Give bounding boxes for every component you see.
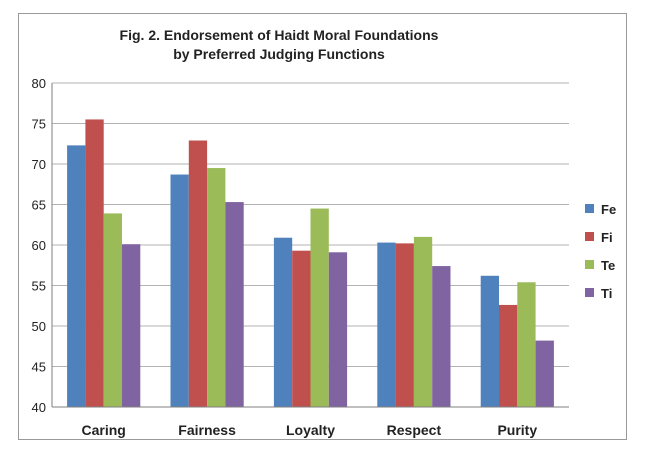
x-category-label: Caring	[82, 422, 126, 438]
legend-swatch-ti	[585, 288, 594, 297]
legend-swatch-te	[585, 260, 594, 269]
y-tick-label: 75	[32, 117, 46, 132]
x-axis-category-labels: Caring Fairness Loyalty Respect Purity	[82, 422, 538, 438]
x-category-label: Respect	[387, 422, 442, 438]
legend-label-fi: Fi	[601, 230, 613, 245]
bar-loyalty-fi	[292, 250, 311, 407]
legend-swatch-fi	[585, 232, 594, 241]
x-category-label: Purity	[497, 422, 537, 438]
bar-fairness-te	[207, 168, 226, 407]
chart-frame: Fig. 2. Endorsement of Haidt Moral Found…	[18, 13, 627, 440]
bar-loyalty-fe	[273, 237, 293, 407]
bar-caring-fi	[85, 119, 104, 407]
y-axis-tick-labels: 40 45 50 55 60 65 70 75 80	[32, 76, 46, 415]
y-tick-label: 65	[32, 198, 46, 213]
y-tick-label: 80	[32, 76, 46, 91]
bar-fairness-fi	[188, 140, 208, 407]
bar-respect-te	[413, 236, 433, 407]
bar-fairness-fe	[170, 174, 189, 407]
bar-chart: Fig. 2. Endorsement of Haidt Moral Found…	[32, 27, 617, 438]
y-tick-label: 60	[32, 238, 46, 253]
bar-purity-te	[517, 282, 536, 407]
y-tick-label: 50	[32, 319, 46, 334]
legend-swatch-fe	[585, 204, 594, 213]
bar-respect-fe	[377, 242, 396, 407]
y-tick-label: 70	[32, 157, 46, 172]
bar-respect-fi	[395, 243, 414, 407]
x-category-label: Fairness	[178, 422, 236, 438]
chart-title-line-2: by Preferred Judging Functions	[173, 46, 385, 62]
bar-loyalty-ti	[328, 252, 348, 407]
bars	[67, 119, 554, 407]
bar-loyalty-te	[310, 208, 329, 407]
y-tick-label: 45	[32, 360, 46, 375]
bar-caring-te	[103, 213, 122, 407]
y-tick-label: 55	[32, 279, 46, 294]
bar-purity-fe	[480, 275, 499, 407]
y-tick-label: 40	[32, 400, 46, 415]
bar-fairness-ti	[225, 202, 244, 407]
legend-label-ti: Ti	[601, 286, 612, 301]
bar-caring-ti	[122, 244, 141, 407]
legend: Fe Fi Te Ti	[585, 202, 616, 301]
legend-label-fe: Fe	[601, 202, 616, 217]
bar-purity-fi	[499, 304, 518, 407]
bar-respect-ti	[432, 266, 451, 407]
x-category-label: Loyalty	[286, 422, 335, 438]
chart-title-line-1: Fig. 2. Endorsement of Haidt Moral Found…	[120, 27, 439, 43]
bar-purity-ti	[535, 340, 554, 407]
legend-label-te: Te	[601, 258, 615, 273]
bar-caring-fe	[67, 145, 86, 407]
